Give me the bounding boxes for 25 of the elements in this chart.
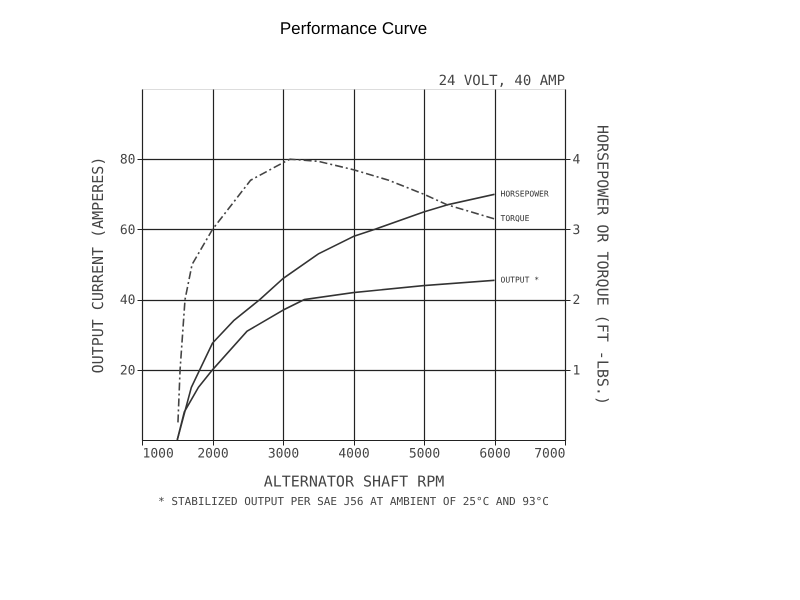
y-tick-label: 80 bbox=[120, 152, 136, 168]
x-tick-label: 4000 bbox=[338, 446, 370, 462]
series-label: TORQUE bbox=[500, 214, 530, 223]
y-axis-title: OUTPUT CURRENT (AMPERES) bbox=[88, 156, 107, 374]
y2-tick-label: 1 bbox=[572, 363, 580, 378]
y2-tick-label: 2 bbox=[572, 293, 580, 308]
y2-axis-title: HORSEPOWER OR TORQUE (FT -LBS.) bbox=[593, 125, 612, 405]
x-tick-label: 3000 bbox=[268, 446, 300, 462]
y-tick-label: 20 bbox=[120, 363, 136, 378]
x-tick-label: 7000 bbox=[534, 446, 566, 462]
y2-tick-label: 4 bbox=[572, 152, 580, 168]
series-label: OUTPUT * bbox=[500, 275, 540, 284]
annotation: 24 VOLT, 40 AMP bbox=[438, 73, 565, 89]
x-tick-label: 6000 bbox=[479, 446, 511, 462]
chart-title: Performance Curve bbox=[280, 19, 428, 38]
x-axis-title: ALTERNATOR SHAFT RPM bbox=[264, 472, 444, 490]
text: * STABILIZED OUTPUT PER SAE J56 AT AMBIENT OF 25°C AND 93°C bbox=[158, 495, 549, 508]
x-tick-label: 1000 bbox=[142, 446, 174, 462]
x-tick-label: 2000 bbox=[197, 446, 229, 462]
x-tick-label: 5000 bbox=[408, 446, 440, 462]
y2-tick-label: 3 bbox=[572, 222, 580, 238]
line-series bbox=[177, 158, 496, 424]
y-tick-label: 40 bbox=[120, 293, 136, 308]
y-tick-label: 60 bbox=[120, 222, 136, 238]
series-label: HORSEPOWER bbox=[500, 189, 549, 198]
